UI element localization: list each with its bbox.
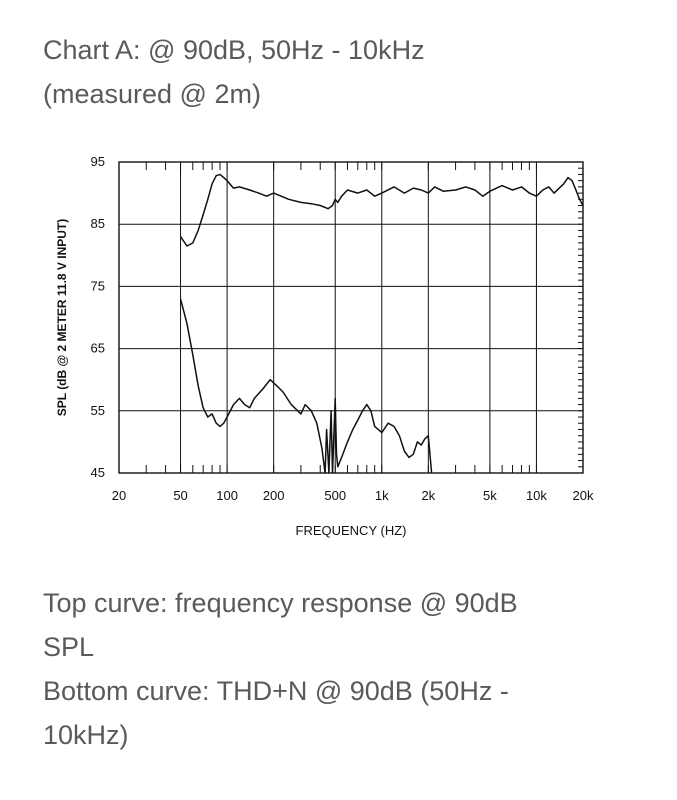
y-tick-label: 65 <box>91 341 105 356</box>
minor-ticks <box>145 162 583 473</box>
caption-top: Chart A: @ 90dB, 50Hz - 10kHz (measured … <box>43 28 643 116</box>
x-tick-label: 20 <box>112 488 126 503</box>
x-tick-labels: 20 50 100 200 500 1k 2k 5k 10k 20k <box>112 488 594 503</box>
x-tick-label: 500 <box>324 488 346 503</box>
caption-top-curve-line-cont: SPL <box>43 632 95 662</box>
x-tick-label: 5k <box>483 488 497 503</box>
series-layer <box>179 173 584 474</box>
caption-bottom-curve-line-cont: 10kHz) <box>43 720 129 750</box>
plot-frame <box>118 161 584 474</box>
y-tick-label: 85 <box>91 216 105 231</box>
x-axis-label: FREQUENCY (HZ) <box>296 523 407 538</box>
y-tick-label: 75 <box>91 278 105 293</box>
x-tick-label: 2k <box>421 488 435 503</box>
x-tick-label: 100 <box>216 488 238 503</box>
y-tick-labels: 45 55 65 75 85 95 <box>91 154 105 480</box>
frequency-response-chart: 45 55 65 75 85 95 20 50 100 200 500 1k 2k 5k 10k 20k F… <box>55 154 594 538</box>
x-tick-label: 10k <box>526 488 547 503</box>
x-tick-label: 200 <box>263 488 285 503</box>
y-tick-label: 45 <box>91 465 105 480</box>
caption-subtitle-line: (measured @ 2m) <box>43 79 261 109</box>
caption-bottom: Top curve: frequency response @ 90dB SPL… <box>43 581 643 757</box>
y-axis-label: SPL (dB @ 2 METER 11.8 V INPUT) <box>55 219 69 417</box>
y-tick-label: 55 <box>91 403 105 418</box>
x-tick-label: 50 <box>173 488 187 503</box>
y-tick-label: 95 <box>91 154 105 169</box>
x-tick-label: 20k <box>573 488 594 503</box>
thd-n-curve <box>179 298 433 474</box>
caption-bottom-curve-line: Bottom curve: THD+N @ 90dB (50Hz - <box>43 676 509 706</box>
grid-layer <box>119 162 583 473</box>
x-tick-label: 1k <box>375 488 389 503</box>
caption-top-curve-line: Top curve: frequency response @ 90dB <box>43 588 518 618</box>
caption-title-line: Chart A: @ 90dB, 50Hz - 10kHz <box>43 35 425 65</box>
frequency-response-curve <box>179 173 584 247</box>
